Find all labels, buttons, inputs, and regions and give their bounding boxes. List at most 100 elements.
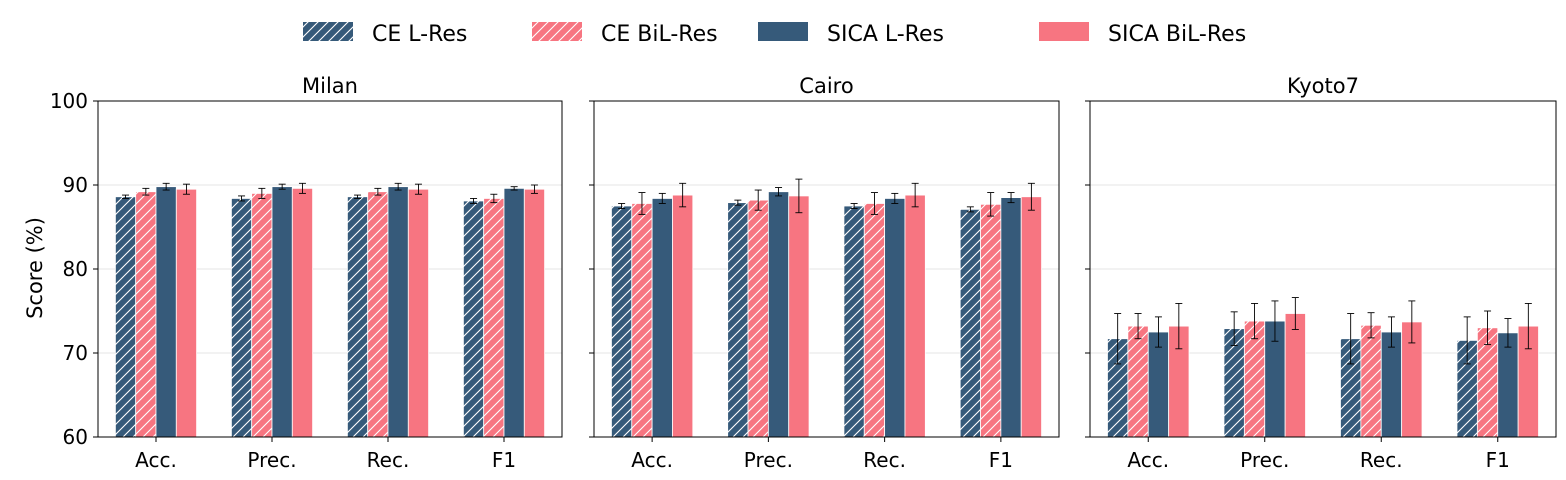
bar-sica-l-res-prec bbox=[767, 187, 790, 438]
y-tick-label: 70 bbox=[63, 341, 88, 365]
bar-sica-bil-res-acc bbox=[672, 182, 694, 438]
bar-hatch bbox=[231, 198, 252, 437]
bar bbox=[1497, 332, 1519, 438]
panel-kyoto7: Kyoto7 Acc. Prec. Rec. F1 bbox=[1085, 74, 1557, 472]
bar bbox=[904, 194, 926, 438]
bar-hatch bbox=[135, 191, 156, 437]
y-tick-label: 80 bbox=[63, 257, 88, 281]
bar-sica-bil-res-rec bbox=[1401, 300, 1423, 438]
bar-ce-l-res-prec bbox=[727, 199, 749, 438]
bar bbox=[387, 186, 409, 438]
x-tick-label: Acc. bbox=[135, 448, 177, 472]
panel-milan: 60 70 80 90 100 Milan Acc. Prec. Rec. F1 bbox=[50, 74, 563, 472]
panel-frame bbox=[97, 100, 563, 438]
x-tick-label: Rec. bbox=[1360, 448, 1403, 472]
legend-swatch bbox=[1039, 22, 1089, 41]
legend-item-sica-l-res: SICA L-Res bbox=[758, 22, 944, 47]
legend-swatch-hatch bbox=[303, 22, 353, 41]
bar-hatch bbox=[115, 196, 136, 437]
bar-sica-l-res-acc bbox=[155, 182, 177, 438]
legend-label: CE L-Res bbox=[372, 22, 467, 47]
bar-hatch bbox=[483, 198, 504, 437]
panel-frame bbox=[1089, 100, 1557, 438]
bar-ce-l-res-rec bbox=[843, 203, 865, 438]
bar-hatch bbox=[463, 200, 484, 437]
bar-ce-bil-res-acc bbox=[1127, 313, 1149, 438]
bar-ce-l-res-prec bbox=[1223, 311, 1245, 438]
bar bbox=[155, 186, 177, 438]
bar bbox=[175, 188, 198, 438]
bar bbox=[1380, 331, 1403, 438]
bar bbox=[1147, 331, 1170, 438]
bar-hatch bbox=[611, 206, 632, 437]
bar-ce-l-res-rec bbox=[1340, 313, 1362, 438]
bar-sica-l-res-acc bbox=[651, 192, 673, 438]
bar-sica-bil-res-f1 bbox=[523, 184, 545, 438]
bar-hatch bbox=[843, 206, 865, 437]
y-tick-label: 60 bbox=[63, 425, 88, 449]
y-axis-label: Score (%) bbox=[23, 217, 47, 319]
x-tick-label: Prec. bbox=[247, 448, 296, 472]
bar-ce-bil-res-acc bbox=[135, 187, 157, 438]
bar-ce-l-res-rec bbox=[346, 194, 369, 438]
bar bbox=[1020, 196, 1042, 438]
panel-frame bbox=[593, 100, 1060, 438]
bar-sica-l-res-f1 bbox=[503, 186, 525, 438]
x-tick-label: Prec. bbox=[744, 448, 793, 472]
bar-sica-l-res-f1 bbox=[1497, 318, 1519, 438]
y-tick-label: 90 bbox=[63, 173, 88, 197]
bar-sica-l-res-f1 bbox=[1000, 192, 1022, 438]
bar bbox=[407, 188, 429, 438]
x-tick-label: Rec. bbox=[367, 448, 410, 472]
bar-sica-l-res-rec bbox=[1380, 316, 1403, 438]
bar bbox=[651, 198, 673, 438]
bar-sica-bil-res-prec bbox=[1284, 297, 1306, 438]
bar-sica-bil-res-prec bbox=[788, 178, 810, 438]
panel-title: Kyoto7 bbox=[1287, 74, 1359, 98]
bar-hatch bbox=[960, 209, 981, 437]
y-tick-label: 100 bbox=[50, 89, 88, 113]
bar-hatch bbox=[748, 200, 769, 437]
bar bbox=[767, 191, 790, 438]
bar-sica-bil-res-f1 bbox=[1020, 182, 1042, 438]
bar bbox=[1000, 197, 1022, 438]
bar-ce-bil-res-rec bbox=[367, 187, 389, 438]
x-tick-label: Acc. bbox=[1127, 448, 1169, 472]
bar-hatch bbox=[980, 204, 1001, 437]
legend-swatch-hatch bbox=[532, 22, 582, 41]
bar-sica-l-res-acc bbox=[1147, 316, 1170, 438]
bar-sica-bil-res-rec bbox=[904, 182, 926, 438]
bar-hatch bbox=[1477, 327, 1498, 437]
bar-hatch bbox=[1107, 338, 1128, 437]
x-tick-label: F1 bbox=[989, 448, 1013, 472]
bar-ce-l-res-prec bbox=[230, 195, 253, 438]
bar-sica-l-res-prec bbox=[1264, 300, 1286, 438]
bar-ce-bil-res-prec bbox=[747, 189, 769, 438]
panel-title: Cairo bbox=[799, 74, 853, 98]
bar-hatch bbox=[251, 193, 272, 437]
x-tick-label: F1 bbox=[1486, 448, 1510, 472]
bar bbox=[788, 195, 810, 438]
bar-hatch bbox=[1360, 325, 1382, 437]
x-tick-label: F1 bbox=[492, 448, 516, 472]
bar-ce-bil-res-prec bbox=[1243, 302, 1266, 438]
bar-ce-bil-res-f1 bbox=[1476, 310, 1499, 438]
bar-hatch bbox=[727, 202, 749, 437]
bar bbox=[672, 194, 694, 438]
bar-ce-bil-res-rec bbox=[1360, 312, 1382, 438]
panel-cairo: Cairo Acc. Prec. Rec. F1 bbox=[589, 74, 1060, 472]
bar-sica-l-res-prec bbox=[271, 183, 293, 438]
bar-hatch bbox=[1127, 326, 1149, 437]
x-tick-label: Rec. bbox=[863, 448, 906, 472]
bar-hatch bbox=[347, 196, 368, 437]
bar-ce-l-res-f1 bbox=[1456, 316, 1478, 438]
bar-ce-bil-res-acc bbox=[631, 192, 653, 438]
bar-ce-l-res-acc bbox=[1107, 313, 1129, 438]
bar-ce-bil-res-prec bbox=[251, 187, 273, 438]
legend-label: SICA L-Res bbox=[827, 22, 944, 47]
bar-sica-l-res-rec bbox=[884, 192, 906, 438]
bar-sica-l-res-rec bbox=[387, 182, 409, 438]
bar bbox=[503, 187, 525, 438]
bar-ce-l-res-f1 bbox=[959, 206, 981, 438]
legend-label: CE BiL-Res bbox=[601, 22, 718, 47]
